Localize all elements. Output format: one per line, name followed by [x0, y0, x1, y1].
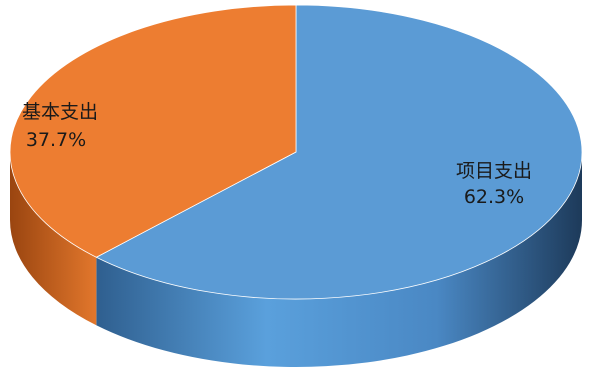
slice-label-basic: 基本支出: [22, 101, 98, 123]
slice-value-project: 62.3%: [464, 186, 524, 208]
slice-value-basic: 37.7%: [26, 129, 86, 151]
slice-side-1-0: [10, 152, 97, 326]
pie-sides: [10, 152, 582, 368]
slice-side-0-0: [96, 152, 582, 368]
pie-tops: [9, 4, 583, 300]
slice-top-0: [95, 4, 583, 300]
slice-label-project: 项目支出: [456, 160, 532, 182]
pie-labels: 项目支出 62.3% 基本支出 37.7%: [22, 101, 532, 208]
slice-top-1: [9, 4, 297, 258]
